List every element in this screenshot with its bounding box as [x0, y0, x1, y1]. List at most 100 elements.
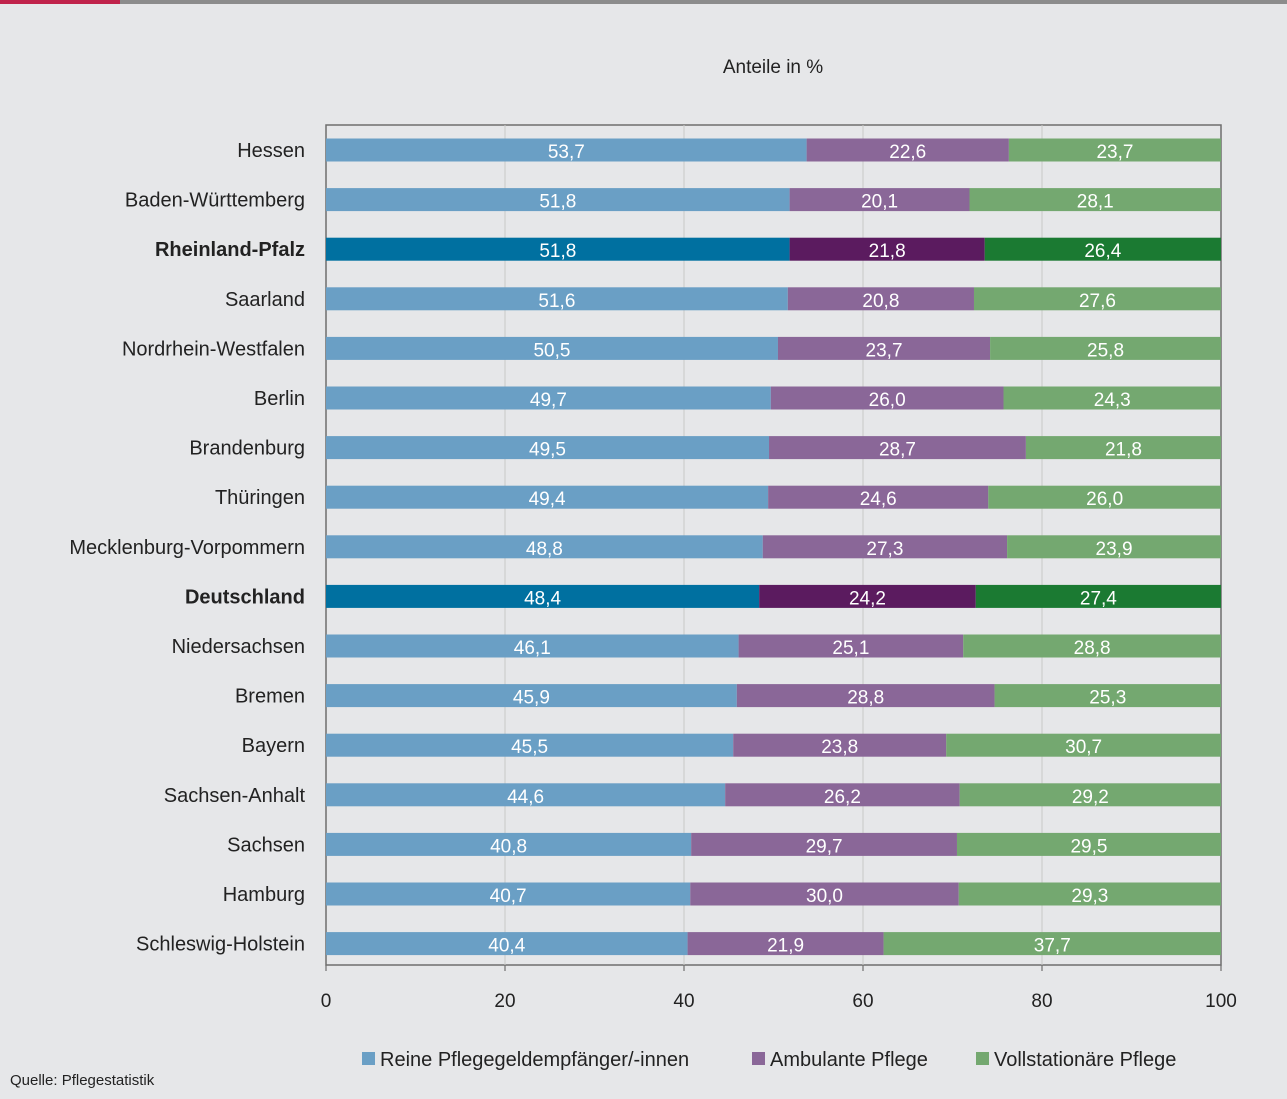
- value-label: 27,4: [1080, 588, 1117, 609]
- bar-segment: [326, 733, 734, 757]
- x-tick-label: 80: [1031, 991, 1052, 1012]
- category-label: Brandenburg: [189, 438, 305, 460]
- bar-segment: [988, 485, 1221, 509]
- value-label: 20,1: [861, 192, 898, 213]
- value-label: 40,8: [490, 836, 527, 857]
- bar-segment: [789, 188, 970, 212]
- bar-segment: [738, 634, 964, 658]
- value-label: 51,8: [539, 241, 576, 262]
- x-tick-label: 40: [673, 991, 694, 1012]
- category-label: Rheinland-Pfalz: [155, 239, 305, 261]
- value-label: 25,1: [832, 638, 869, 659]
- value-label: 25,8: [1087, 340, 1124, 361]
- category-label: Thüringen: [215, 487, 305, 509]
- value-label: 24,3: [1094, 390, 1131, 411]
- bar-segment: [769, 436, 1026, 460]
- value-label: 53,7: [548, 142, 585, 163]
- value-label: 40,4: [488, 936, 525, 957]
- value-label: 37,7: [1034, 936, 1071, 957]
- value-label: 49,5: [529, 440, 566, 461]
- x-tick-label: 20: [494, 991, 515, 1012]
- bar-segment: [789, 237, 985, 261]
- bar-segment: [326, 287, 788, 311]
- bar-segment: [736, 684, 995, 708]
- legend-swatch: [976, 1052, 989, 1065]
- bar-segment: [326, 684, 737, 708]
- bar-segment: [946, 733, 1221, 757]
- category-label: Mecklenburg-Vorpommern: [69, 537, 305, 559]
- value-label: 21,9: [767, 936, 804, 957]
- bar-segment: [883, 932, 1221, 956]
- bar-segment: [326, 783, 726, 807]
- category-label: Berlin: [254, 388, 305, 410]
- bar-segment: [762, 535, 1008, 559]
- value-label: 48,8: [526, 539, 563, 560]
- bar-segment: [326, 832, 692, 856]
- bar-segment: [759, 584, 976, 608]
- category-label: Schleswig-Holstein: [136, 934, 305, 956]
- category-labels: Hessen Baden-Württemberg Rheinland-Pfalz Sa…: [69, 140, 305, 956]
- bar-segment: [806, 138, 1009, 162]
- value-label: 44,6: [507, 787, 544, 808]
- value-label: 25,3: [1089, 688, 1126, 709]
- bar-segment: [326, 386, 771, 410]
- bar-segment: [984, 237, 1221, 261]
- category-label: Bremen: [235, 686, 305, 708]
- bar-segment: [326, 237, 790, 261]
- bar-segment: [326, 932, 688, 956]
- value-label: 29,3: [1071, 886, 1108, 907]
- legend-label: Reine Pflegegeldempfänger/-innen: [380, 1049, 689, 1071]
- category-label: Bayern: [242, 735, 305, 757]
- x-tick-label: 100: [1205, 991, 1237, 1012]
- bar-segment: [691, 832, 957, 856]
- bar-segment: [777, 336, 991, 360]
- bar-segment: [690, 882, 959, 906]
- value-label: 27,3: [866, 539, 903, 560]
- bar-segment: [990, 336, 1221, 360]
- value-label: 30,7: [1065, 737, 1102, 758]
- value-label: 21,8: [1105, 440, 1142, 461]
- bar-segment: [1025, 436, 1221, 460]
- value-label: 45,9: [513, 688, 550, 709]
- bar-segment: [956, 832, 1221, 856]
- bar-segment: [994, 684, 1221, 708]
- bar-segment: [326, 584, 760, 608]
- value-label: 23,9: [1096, 539, 1133, 560]
- value-label: 24,6: [860, 489, 897, 510]
- bar-segment: [326, 436, 770, 460]
- category-label: Nordrhein-Westfalen: [122, 338, 305, 360]
- value-label: 23,7: [866, 340, 903, 361]
- x-tick-label: 60: [852, 991, 873, 1012]
- legend-swatch: [752, 1052, 765, 1065]
- bar-segment: [326, 336, 778, 360]
- bar-segment: [768, 485, 989, 509]
- category-label: Baden-Württemberg: [125, 190, 305, 212]
- bar-segment: [326, 535, 763, 559]
- category-label: Hessen: [237, 140, 305, 162]
- value-label: 48,4: [524, 588, 561, 609]
- value-label: 29,7: [806, 836, 843, 857]
- value-label: 29,5: [1070, 836, 1107, 857]
- bar-segment: [787, 287, 974, 311]
- value-label: 21,8: [869, 241, 906, 262]
- value-label: 49,7: [530, 390, 567, 411]
- bar-segment: [733, 733, 947, 757]
- value-label: 29,2: [1072, 787, 1109, 808]
- legend: Reine Pflegegeldempfänger/-innen Ambulant…: [362, 1049, 1176, 1071]
- bar-segment: [969, 188, 1221, 212]
- value-label: 26,0: [869, 390, 906, 411]
- value-label: 51,8: [539, 192, 576, 213]
- value-label: 30,0: [806, 886, 843, 907]
- value-label: 45,5: [511, 737, 548, 758]
- category-label: Hamburg: [223, 884, 305, 906]
- value-label: 51,6: [538, 291, 575, 312]
- value-label: 26,4: [1084, 241, 1121, 262]
- legend-swatch: [362, 1052, 375, 1065]
- bar-segment: [1007, 535, 1221, 559]
- bar-segment: [326, 485, 769, 509]
- category-label: Sachsen-Anhalt: [164, 785, 306, 807]
- value-label: 50,5: [533, 340, 570, 361]
- x-axis-ticks: 0 20 40 60 80 100: [321, 991, 1237, 1012]
- value-label: 26,2: [824, 787, 861, 808]
- value-label: 28,8: [1074, 638, 1111, 659]
